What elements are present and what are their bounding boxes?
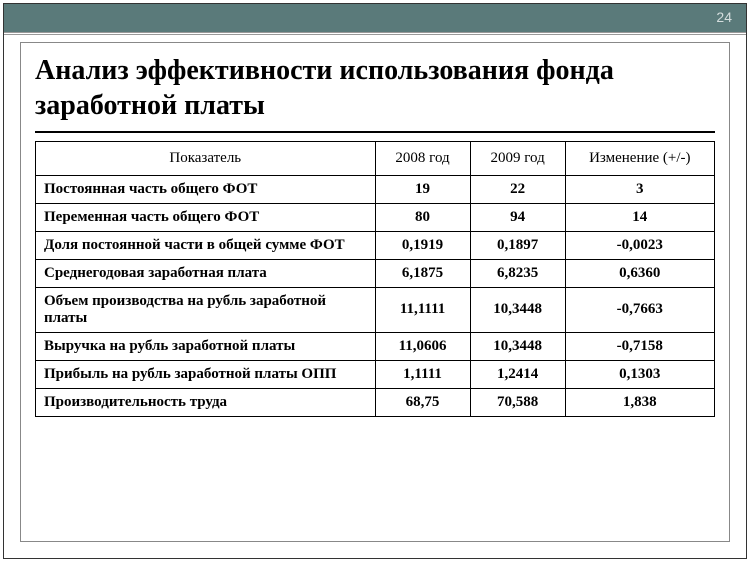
row-change: -0,0023 [565, 231, 714, 259]
col-header-2008: 2008 год [375, 142, 470, 176]
row-2008: 11,0606 [375, 332, 470, 360]
table-row: Производительность труда 68,75 70,588 1,… [36, 388, 715, 416]
row-2009: 0,1897 [470, 231, 565, 259]
row-change: 3 [565, 175, 714, 203]
table-row: Прибыль на рубль заработной платы ОПП 1,… [36, 360, 715, 388]
row-2008: 1,1111 [375, 360, 470, 388]
row-label: Переменная часть общего ФОТ [36, 203, 376, 231]
table-row: Среднегодовая заработная плата 6,1875 6,… [36, 259, 715, 287]
col-header-2009: 2009 год [470, 142, 565, 176]
row-2009: 22 [470, 175, 565, 203]
row-label: Доля постоянной части в общей сумме ФОТ [36, 231, 376, 259]
row-2009: 10,3448 [470, 332, 565, 360]
table-row: Доля постоянной части в общей сумме ФОТ … [36, 231, 715, 259]
row-2008: 68,75 [375, 388, 470, 416]
row-change: 0,6360 [565, 259, 714, 287]
row-label: Прибыль на рубль заработной платы ОПП [36, 360, 376, 388]
table-row: Объем производства на рубль заработной п… [36, 287, 715, 332]
table-row: Переменная часть общего ФОТ 80 94 14 [36, 203, 715, 231]
row-label: Производительность труда [36, 388, 376, 416]
row-2009: 10,3448 [470, 287, 565, 332]
row-change: -0,7663 [565, 287, 714, 332]
row-2008: 6,1875 [375, 259, 470, 287]
row-2008: 19 [375, 175, 470, 203]
row-change: 1,838 [565, 388, 714, 416]
col-header-indicator: Показатель [36, 142, 376, 176]
row-2009: 1,2414 [470, 360, 565, 388]
row-change: 0,1303 [565, 360, 714, 388]
row-label: Выручка на рубль заработной платы [36, 332, 376, 360]
row-change: 14 [565, 203, 714, 231]
row-2009: 70,588 [470, 388, 565, 416]
row-label: Постоянная часть общего ФОТ [36, 175, 376, 203]
data-table: Показатель 2008 год 2009 год Изменение (… [35, 141, 715, 417]
row-2008: 0,1919 [375, 231, 470, 259]
row-label: Среднегодовая заработная плата [36, 259, 376, 287]
page-number: 24 [716, 9, 732, 25]
topbar-separator [4, 32, 746, 35]
row-2009: 6,8235 [470, 259, 565, 287]
col-header-change: Изменение (+/-) [565, 142, 714, 176]
table-row: Постоянная часть общего ФОТ 19 22 3 [36, 175, 715, 203]
row-2009: 94 [470, 203, 565, 231]
row-2008: 80 [375, 203, 470, 231]
slide-content: Анализ эффективности использования фонда… [20, 42, 730, 542]
outer-border: 24 Анализ эффективности использования фо… [3, 3, 747, 559]
title-underline [35, 131, 715, 133]
row-label: Объем производства на рубль заработной п… [36, 287, 376, 332]
page-title: Анализ эффективности использования фонда… [21, 43, 729, 129]
row-change: -0,7158 [565, 332, 714, 360]
row-2008: 11,1111 [375, 287, 470, 332]
table-row: Выручка на рубль заработной платы 11,060… [36, 332, 715, 360]
topbar [4, 4, 746, 32]
table-header-row: Показатель 2008 год 2009 год Изменение (… [36, 142, 715, 176]
